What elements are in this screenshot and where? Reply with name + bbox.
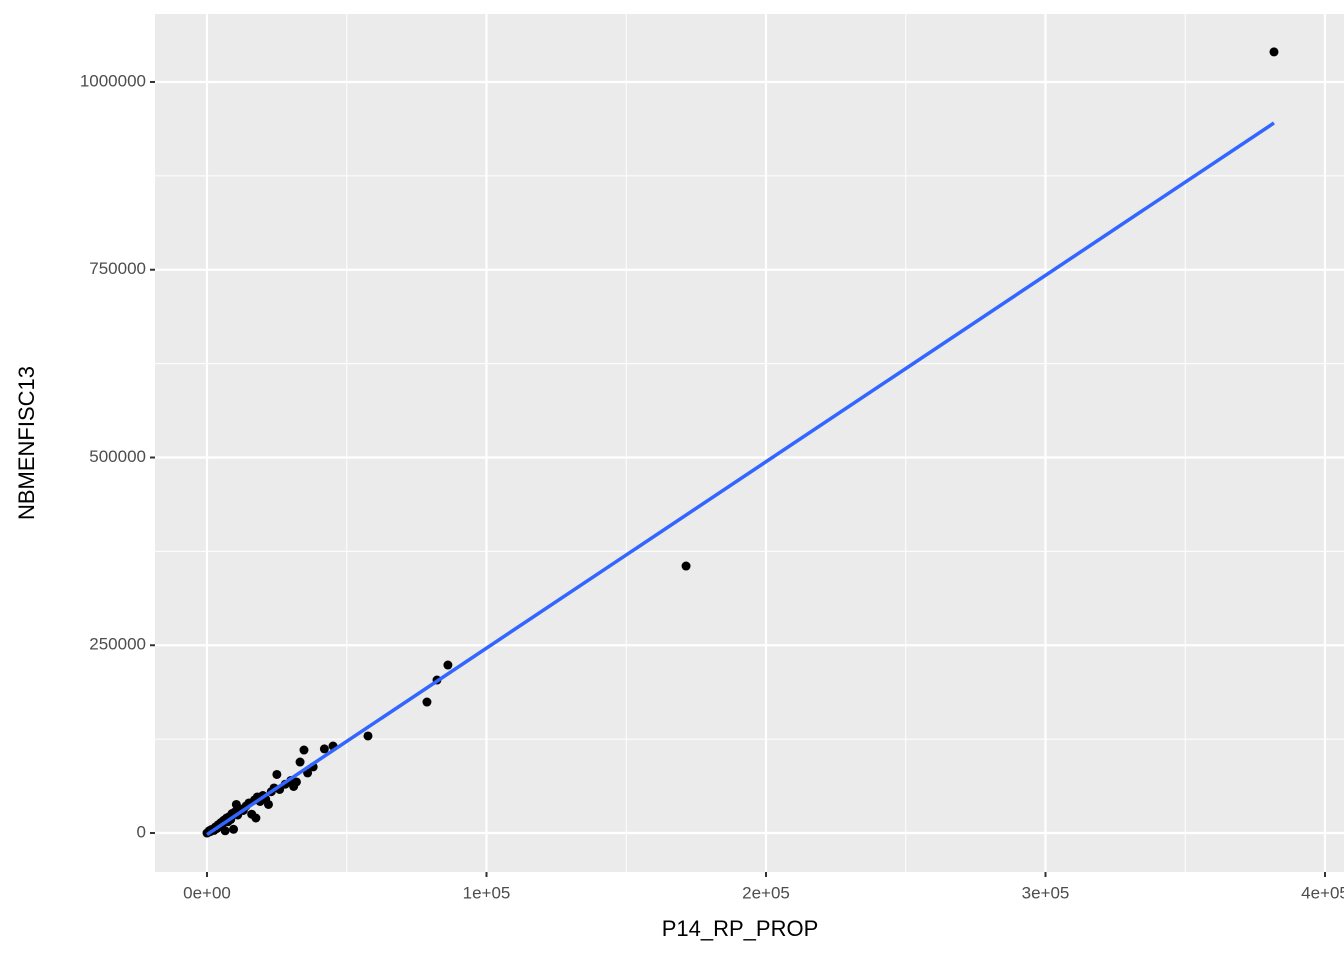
y-tick-label: 0 xyxy=(137,823,146,842)
point xyxy=(251,813,261,823)
y-axis-label: NBMENFISC13 xyxy=(14,366,39,520)
y-tick-label: 500000 xyxy=(89,447,146,466)
x-tick-label: 4e+05 xyxy=(1301,883,1344,902)
point xyxy=(422,697,432,707)
point xyxy=(229,824,239,834)
point xyxy=(363,731,373,741)
point xyxy=(681,561,691,571)
point xyxy=(291,777,301,787)
point xyxy=(299,745,309,755)
y-tick-label: 1000000 xyxy=(80,71,146,90)
point xyxy=(1269,47,1279,57)
x-tick-label: 1e+05 xyxy=(463,883,511,902)
x-tick-label: 2e+05 xyxy=(742,883,790,902)
x-tick-label: 0e+00 xyxy=(183,883,231,902)
point xyxy=(263,799,273,809)
point xyxy=(443,660,453,670)
fit-line xyxy=(206,121,1275,836)
panel xyxy=(155,14,1344,872)
y-tick-label: 250000 xyxy=(89,635,146,654)
y-tick-label: 750000 xyxy=(89,259,146,278)
x-tick-label: 3e+05 xyxy=(1022,883,1070,902)
point xyxy=(220,826,230,836)
point xyxy=(272,769,282,779)
point xyxy=(319,744,329,754)
point xyxy=(295,757,305,767)
x-axis-label: P14_RP_PROP xyxy=(662,916,819,941)
